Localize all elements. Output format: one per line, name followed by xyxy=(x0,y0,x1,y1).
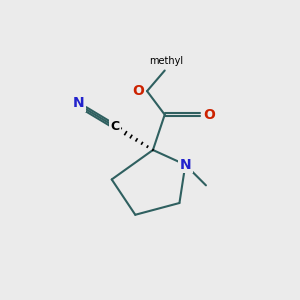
Text: O: O xyxy=(203,108,215,122)
Text: N: N xyxy=(179,158,191,172)
Text: C: C xyxy=(110,120,119,133)
Text: methyl: methyl xyxy=(149,56,183,66)
Text: N: N xyxy=(73,97,85,110)
Text: O: O xyxy=(132,84,144,98)
